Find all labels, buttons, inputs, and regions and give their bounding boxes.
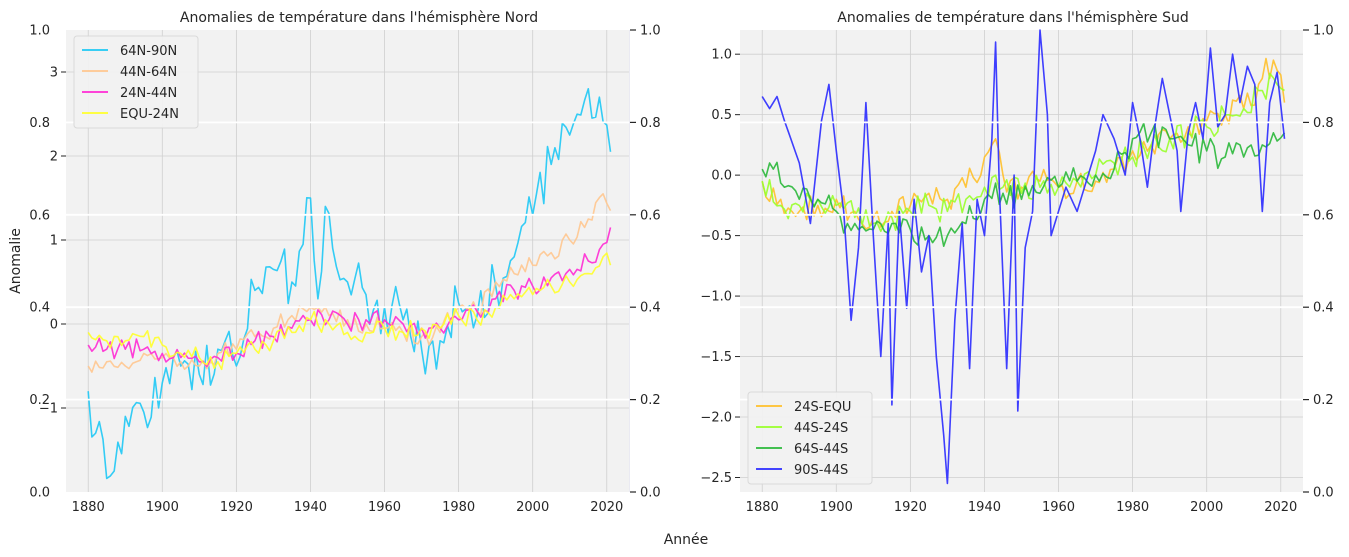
frame-tick-label-left: 0.2 <box>29 393 50 408</box>
series-line-90S-44S <box>761 29 1286 485</box>
frame-tick-label-left: 0.6 <box>29 208 50 223</box>
x-tick-label: 1880 <box>746 500 779 515</box>
series-line-44N-64N <box>87 193 612 373</box>
y-tick-label: 1 <box>50 234 58 249</box>
x-tick-label: 2020 <box>1264 500 1297 515</box>
legend-label: 24S-EQU <box>794 400 851 415</box>
frame-tick-label-left: 0.4 <box>29 301 50 316</box>
legend-label: 64S-44S <box>794 442 848 457</box>
frame-tick-label-middle: 0.6 <box>640 208 661 223</box>
legend-label: 90S-44S <box>794 463 848 478</box>
x-axis-north: 1880 1900 1920 1940 1960 1980 2000 2020 <box>72 500 624 515</box>
y-tick-label: 0.5 <box>711 108 732 123</box>
series-group-south <box>761 29 1286 485</box>
y-tick-label: −2.0 <box>700 411 732 426</box>
x-tick-label: 2000 <box>1190 500 1223 515</box>
frame-tick-label-right: 0.8 <box>1313 116 1334 131</box>
x-tick-label: 2000 <box>516 500 549 515</box>
y-tick-label: −1.5 <box>700 350 732 365</box>
legend-south: 24S-EQU 44S-24S 64S-44S 90S-44S <box>747 391 873 485</box>
frame-tick-label-right: 0.0 <box>1313 486 1334 501</box>
y-tick-label: 2 <box>50 150 58 165</box>
x-tick-label: 1940 <box>294 500 327 515</box>
x-tick-label: 1900 <box>820 500 853 515</box>
x-tick-label: 1980 <box>442 500 475 515</box>
y-tick-label: 0 <box>50 318 58 333</box>
y-axis-north: −1 0 1 2 3 <box>39 66 66 417</box>
x-tick-label: 1940 <box>968 500 1001 515</box>
legend-label: 64N-90N <box>120 44 177 59</box>
x-tick-label: 2020 <box>590 500 623 515</box>
frame-axis-right: 0.0 0.2 0.4 0.6 0.8 1.0 <box>630 24 661 501</box>
x-tick-label: 1880 <box>72 500 105 515</box>
frame-tick-label-right: 0.6 <box>1313 208 1334 223</box>
x-tick-label: 1960 <box>1042 500 1075 515</box>
frame-tick-label-right: 0.2 <box>1313 393 1334 408</box>
x-tick-label: 1980 <box>1116 500 1149 515</box>
x-axis-south: 1880 1900 1920 1940 1960 1980 2000 2020 <box>746 500 1298 515</box>
y-tick-label: −1 <box>39 402 58 417</box>
x-tick-label: 1900 <box>146 500 179 515</box>
frame-tick-label-middle: 0.0 <box>640 486 661 501</box>
y-axis-label: Anomalie <box>8 228 24 294</box>
frame-axis-far-right: 0.0 0.2 0.4 0.6 0.8 1.0 <box>740 24 1334 501</box>
legend-north: 64N-90N 44N-64N 24N-44N EQU-24N <box>73 35 199 129</box>
legend-label: 44N-64N <box>120 65 177 80</box>
chart-title-north: Anomalies de température dans l'hémisphè… <box>180 10 538 26</box>
legend-label: 24N-44N <box>120 86 177 101</box>
x-axis-label: Année <box>664 532 709 548</box>
y-tick-label: −2.5 <box>700 471 732 486</box>
legend-label: EQU-24N <box>120 107 179 122</box>
y-tick-label: 0.0 <box>711 169 732 184</box>
x-tick-label: 1960 <box>368 500 401 515</box>
x-tick-label: 1920 <box>220 500 253 515</box>
x-tick-label: 1920 <box>894 500 927 515</box>
frame-tick-label-left: 0.8 <box>29 116 50 131</box>
chart-title-south: Anomalies de température dans l'hémisphè… <box>837 10 1188 26</box>
frame-axis-left: 0.0 0.2 0.4 0.6 0.8 1.0 <box>29 24 629 501</box>
legend-box <box>747 391 873 485</box>
series-line-EQU-24N <box>87 252 612 371</box>
frame-tick-label-middle: 0.4 <box>640 301 661 316</box>
frame-tick-label-middle: 0.2 <box>640 393 661 408</box>
frame-tick-label-right: 0.4 <box>1313 301 1334 316</box>
legend-box <box>73 35 199 129</box>
y-tick-label: 1.0 <box>711 48 732 63</box>
y-axis-south: −2.5 −2.0 −1.5 −1.0 −0.5 0.0 0.5 1.0 <box>700 48 740 486</box>
frame-tick-label-middle: 1.0 <box>640 24 661 39</box>
y-tick-label: 3 <box>50 66 58 81</box>
y-tick-label: −1.0 <box>700 290 732 305</box>
frame-tick-label-left: 1.0 <box>29 24 50 39</box>
frame-tick-label-left: 0.0 <box>29 486 50 501</box>
series-line-44S-24S <box>761 72 1285 233</box>
series-line-64S-44S <box>761 122 1286 247</box>
frame-tick-label-middle: 0.8 <box>640 116 661 131</box>
y-tick-label: −0.5 <box>700 229 732 244</box>
frame-tick-label-right: 1.0 <box>1313 24 1334 39</box>
series-group-north <box>87 88 612 480</box>
legend-label: 44S-24S <box>794 421 848 436</box>
